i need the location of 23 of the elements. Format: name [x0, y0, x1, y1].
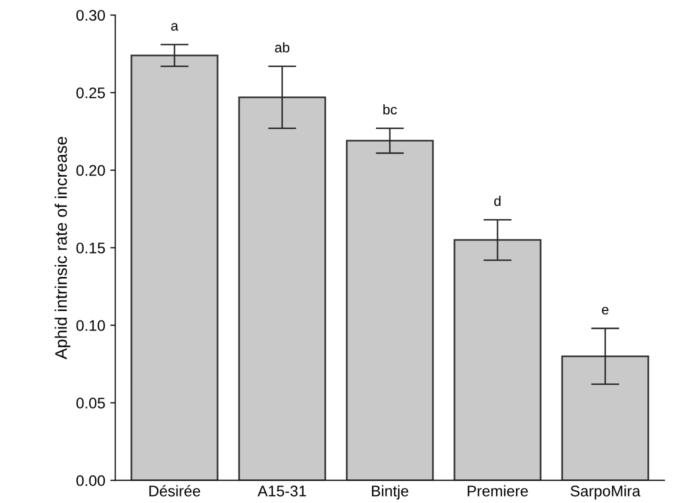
bar: [561, 355, 650, 480]
annotation: e: [602, 306, 608, 315]
annotation: d: [494, 196, 500, 206]
y-axis-title: Aphid intrinsic rate of increase: [54, 136, 70, 360]
annotation: a: [171, 23, 178, 31]
y-tick-label: 0.00: [76, 475, 105, 486]
y-tick-label: 0.30: [76, 10, 105, 21]
bar: [130, 54, 218, 480]
y-tick-label: 0.20: [76, 165, 105, 176]
y-tick-label: 0.10: [76, 320, 105, 331]
x-tick-label: Désirée: [149, 485, 200, 496]
bar: [454, 239, 542, 480]
annotation: bc: [383, 104, 397, 114]
y-tick-label: 0.05: [76, 398, 105, 409]
y-tick-label: 0.25: [76, 88, 105, 98]
x-tick-label: A15-31: [258, 486, 306, 496]
x-tick-label: Bintje: [372, 485, 408, 500]
bar: [238, 96, 326, 480]
y-tick-label: 0.15: [76, 242, 105, 254]
bar: [346, 140, 434, 480]
annotation: ab: [275, 42, 290, 52]
x-tick-label: SarpoMira: [570, 485, 640, 500]
x-tick-label: Premiere: [468, 485, 528, 496]
